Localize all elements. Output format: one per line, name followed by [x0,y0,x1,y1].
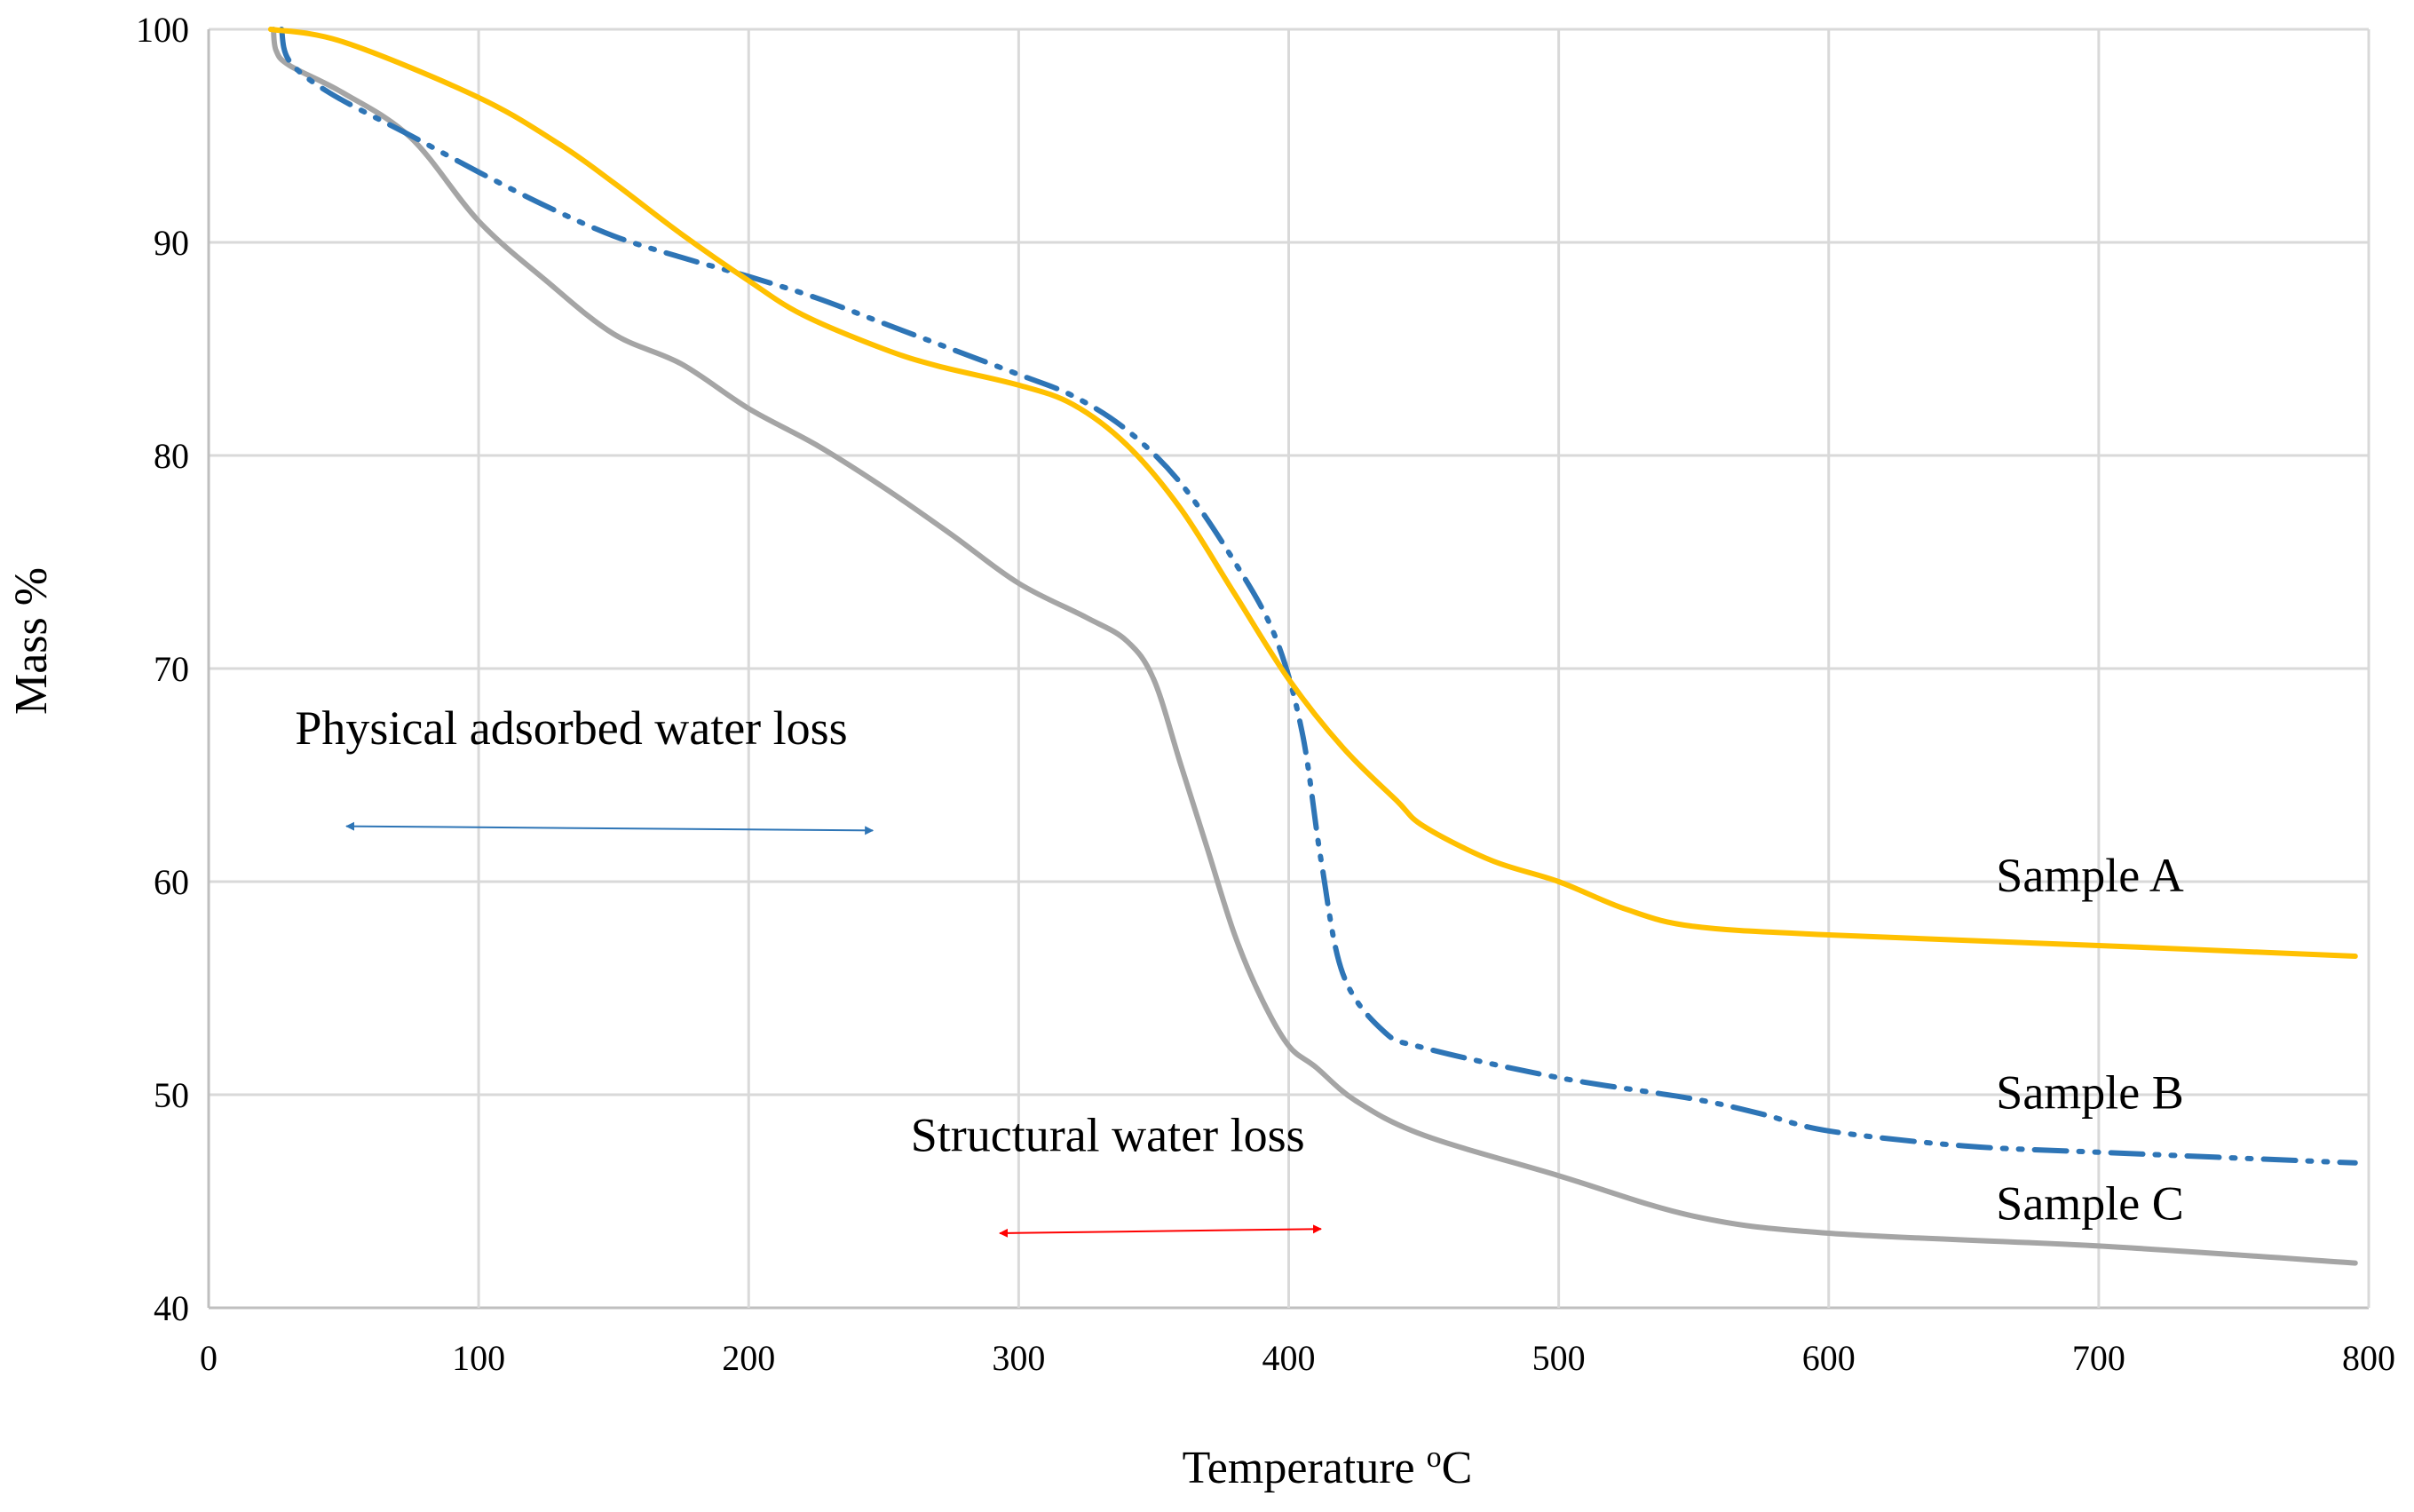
x-tick-label-500: 500 [1532,1338,1586,1378]
x-axis-title-unit: C [1442,1443,1473,1493]
series-label-sample-c: Sample C [1996,1176,2184,1230]
annotation-layer: Physical adsorbed water loss Structural w… [295,701,1322,1238]
series-label-sample-a: Sample A [1996,849,2184,902]
y-axis-title: Mass % [6,567,57,715]
y-tick-label-100: 100 [136,10,189,50]
y-tick-label-90: 90 [154,223,189,263]
x-tick-label-300: 300 [992,1338,1045,1378]
annotation-text-2: Structural water loss [911,1109,1305,1162]
x-axis-title: Temperature oC [1183,1441,1473,1494]
x-tick-label-600: 600 [1802,1338,1856,1378]
x-tick-label-0: 0 [200,1338,218,1378]
y-tick-label-60: 60 [154,862,189,902]
y-tick-label-80: 80 [154,436,189,476]
x-tick-label-100: 100 [452,1338,505,1378]
series-line-sample-c [271,27,2358,1266]
x-axis-title-main: Temperature [1183,1443,1427,1493]
x-tick-label-400: 400 [1262,1338,1316,1378]
series-line-sample-a [267,27,2358,959]
x-tick-label-700: 700 [2072,1338,2125,1378]
annotation-text-1: Physical adsorbed water loss [295,701,847,755]
y-tick-label-40: 40 [154,1288,189,1328]
series-label-sample-b: Sample B [1996,1066,2184,1120]
annotation-arrow-2 [999,1224,1322,1238]
grid-layer [207,28,2370,1310]
label-layer: 40 50 60 70 80 90 100 0 100 200 300 400 500 600 700 800… [136,10,2395,1378]
y-tick-label-50: 50 [154,1075,189,1115]
x-tick-label-800: 800 [2342,1338,2395,1378]
x-axis-title-superscript: o [1427,1441,1442,1474]
series-line-sample-b [279,27,2358,1166]
series-layer [267,27,2358,1266]
y-tick-label-70: 70 [154,649,189,689]
annotation-arrow-1 [345,821,875,835]
x-tick-label-200: 200 [722,1338,775,1378]
